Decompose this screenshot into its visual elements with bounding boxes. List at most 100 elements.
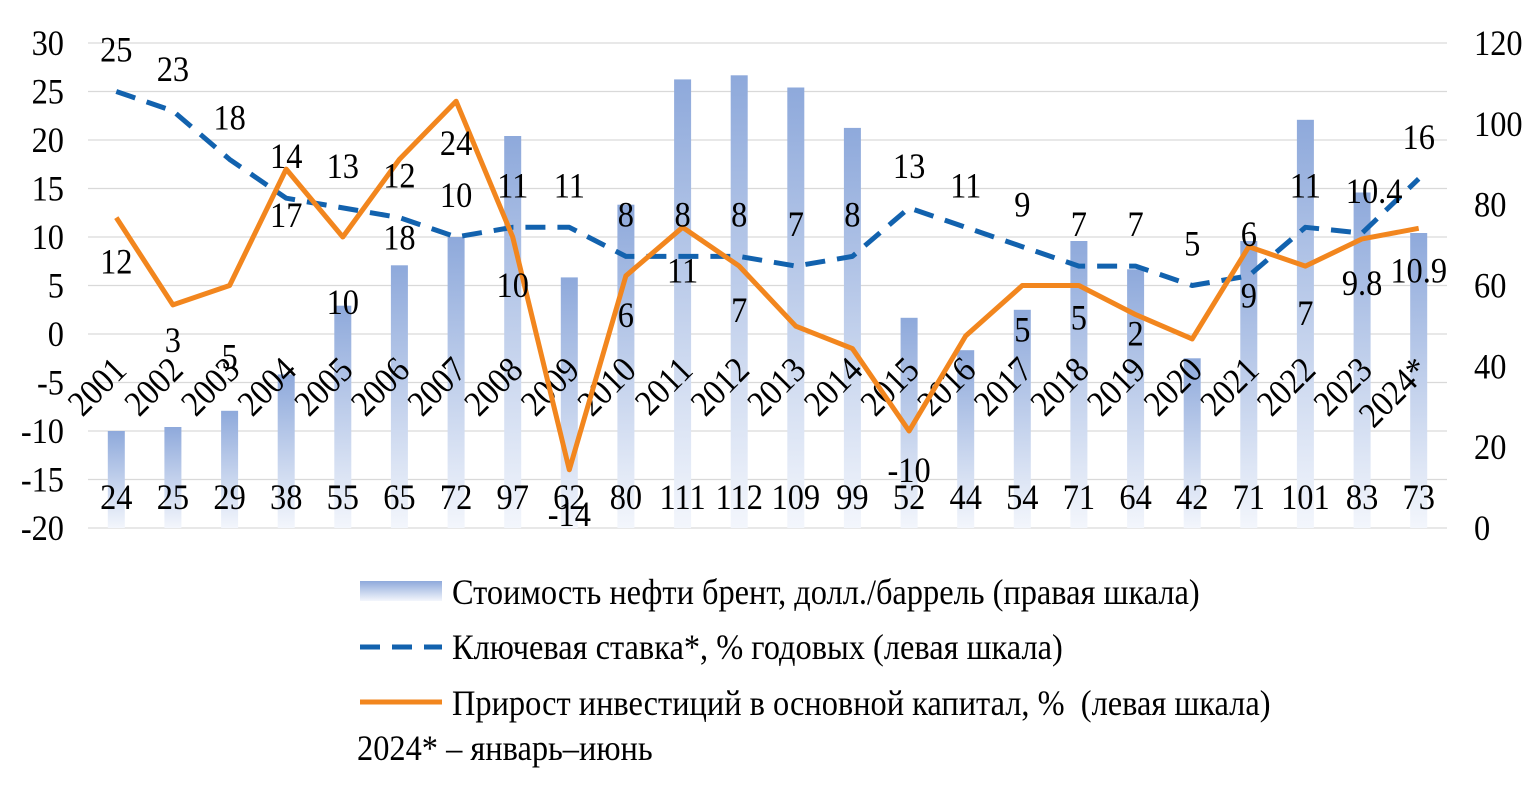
key-rate-label-2018: 7	[1071, 205, 1087, 245]
oil-price-bar-2021	[1240, 241, 1258, 528]
key-rate-label-2024: 16	[1403, 117, 1435, 157]
key-rate-label-2009: 11	[554, 166, 585, 206]
oil-price-label-2017: 54	[1006, 477, 1038, 517]
legend-label-key-rate: Ключевая ставка*, % годовых (левая шкала…	[452, 627, 1063, 667]
key-rate-label-2023: 10.4	[1346, 172, 1403, 212]
key-rate-label-2001: 25	[100, 30, 132, 70]
key-rate-label-2022: 11	[1290, 166, 1321, 206]
investment-growth-label-2022: 7	[1297, 294, 1313, 334]
key-rate-label-2010: 8	[618, 195, 634, 235]
investment-growth-label-2005: 10	[327, 282, 359, 322]
oil-price-label-2022: 101	[1281, 477, 1330, 517]
oil-price-label-2024: 73	[1403, 477, 1435, 517]
gridlines	[88, 42, 1447, 529]
left-axis-tick-label: 15	[32, 169, 64, 209]
oil-price-bar-2006	[390, 265, 408, 528]
oil-price-bar-2004	[277, 374, 295, 528]
investment-growth-label-2001: 12	[100, 242, 132, 282]
right-axis-tick-label: 60	[1474, 266, 1506, 306]
data-labels: 24 25 29 38 55 65 72 97 62 80 111 112 109 99 52 44 54 71 6…	[100, 30, 1447, 534]
key-rate-label-2020: 5	[1184, 224, 1200, 264]
oil-price-label-2020: 42	[1176, 477, 1208, 517]
oil-price-bar-2014	[843, 127, 861, 529]
left-axis-tick-label: 25	[32, 72, 64, 112]
left-axis-tick-label: 20	[32, 120, 64, 160]
key-rate-label-2007: 10	[440, 175, 472, 215]
oil-price-label-2002: 25	[157, 477, 189, 517]
key-rate-label-2019: 7	[1127, 205, 1143, 245]
left-axis-tick-label: 5	[48, 266, 64, 306]
oil-price-label-2003: 29	[213, 477, 245, 517]
oil-price-bar-2013	[787, 87, 805, 528]
footnote: 2024* – январь–июнь	[357, 728, 653, 768]
investment-growth-label-2003: 5	[221, 337, 237, 377]
key-rate-label-2012: 8	[731, 195, 747, 235]
oil-price-label-2004: 38	[270, 477, 302, 517]
legend-item-investment-growth: Прирост инвестиций в основной капитал, %…	[360, 683, 1271, 723]
investment-growth-label-2023: 9.8	[1342, 263, 1382, 303]
key-rate-label-2002: 23	[157, 49, 189, 89]
oil-price-bar-2015	[900, 317, 918, 528]
oil-price-bar-2008	[504, 136, 522, 528]
investment-growth-label-2006: 18	[383, 218, 415, 258]
investment-growth-label-2015: -10	[888, 450, 931, 490]
oil-price-label-2007: 72	[440, 477, 472, 517]
investment-growth-line	[114, 98, 1420, 473]
key-rate-label-2011: 8	[674, 195, 690, 235]
oil-price-label-2012: 112	[716, 477, 763, 517]
right-axis-tick-label: 20	[1474, 428, 1506, 468]
oil-price-label-2005: 55	[327, 477, 359, 517]
left-axis-tick-label: -15	[21, 460, 64, 500]
oil-price-label-2013: 109	[772, 477, 821, 517]
oil-price-label-2006: 65	[383, 477, 415, 517]
oil-price-bar-2019	[1127, 269, 1145, 528]
left-axis-tick-label: -5	[37, 363, 64, 403]
investment-growth-label-2004: 17	[270, 196, 302, 236]
oil-price-label-2021: 71	[1233, 477, 1265, 517]
investment-growth-label-2010: 6	[618, 295, 634, 335]
oil-price-bar-2001	[107, 431, 125, 528]
oil-price-label-2009: 62	[553, 477, 585, 517]
key-rate-label-2006: 12	[383, 156, 415, 196]
investment-growth-label-2018: 5	[1071, 298, 1087, 338]
series-lines	[114, 89, 1421, 473]
oil-price-label-2018: 71	[1063, 477, 1095, 517]
oil-price-bar-2023	[1353, 192, 1371, 528]
oil-price-label-2015: 52	[893, 477, 925, 517]
key-rate-label-2021: 6	[1241, 214, 1257, 254]
key-rate-label-2016: 11	[950, 166, 981, 206]
legend-item-key-rate: Ключевая ставка*, % годовых (левая шкала…	[360, 627, 1063, 667]
category-label-2001: 2001	[60, 350, 134, 424]
investment-growth-label-2012: 7	[731, 291, 747, 331]
oil-price-bar-2012	[730, 75, 748, 529]
investment-growth-label-2007: 24	[440, 124, 472, 164]
oil-price-bar-2018	[1070, 241, 1088, 528]
legend-item-oil-price: Стоимость нефти брент, долл./баррель (пр…	[360, 572, 1200, 612]
oil-price-label-2014: 99	[836, 477, 868, 517]
key-rate-label-2013: 7	[788, 205, 804, 245]
investment-growth-label-2017: 5	[1014, 310, 1030, 350]
oil-price-bar-2007	[447, 237, 465, 528]
legend-label-investment-growth: Прирост инвестиций в основной капитал, %…	[452, 683, 1271, 723]
oil-price-bar-2003	[221, 410, 239, 528]
right-axis-tick-label: 120	[1474, 23, 1523, 63]
right-axis-tick-label: 40	[1474, 347, 1506, 387]
oil-price-bar-2022	[1296, 119, 1314, 529]
oil-price-bar-2020	[1183, 358, 1201, 529]
key-rate-label-2003: 18	[213, 98, 245, 138]
legend-swatch-oil-price	[360, 581, 442, 601]
right-axis-tick-label: 100	[1474, 104, 1523, 144]
oil-price-label-2023: 83	[1346, 477, 1378, 517]
oil-price-bar-2002	[164, 427, 182, 528]
left-axis-tick-label: -10	[21, 411, 64, 451]
oil-price-bar-2016	[957, 350, 975, 528]
oil-price-label-2010: 80	[610, 477, 642, 517]
oil-price-bar-2005	[334, 305, 352, 528]
oil-price-bar-2024	[1410, 233, 1428, 528]
oil-price-label-2016: 44	[950, 477, 982, 517]
left-axis-tick-label: -20	[21, 508, 64, 548]
key-rate-label-2004: 14	[270, 137, 302, 177]
investment-growth-label-2011: 11	[667, 251, 698, 291]
